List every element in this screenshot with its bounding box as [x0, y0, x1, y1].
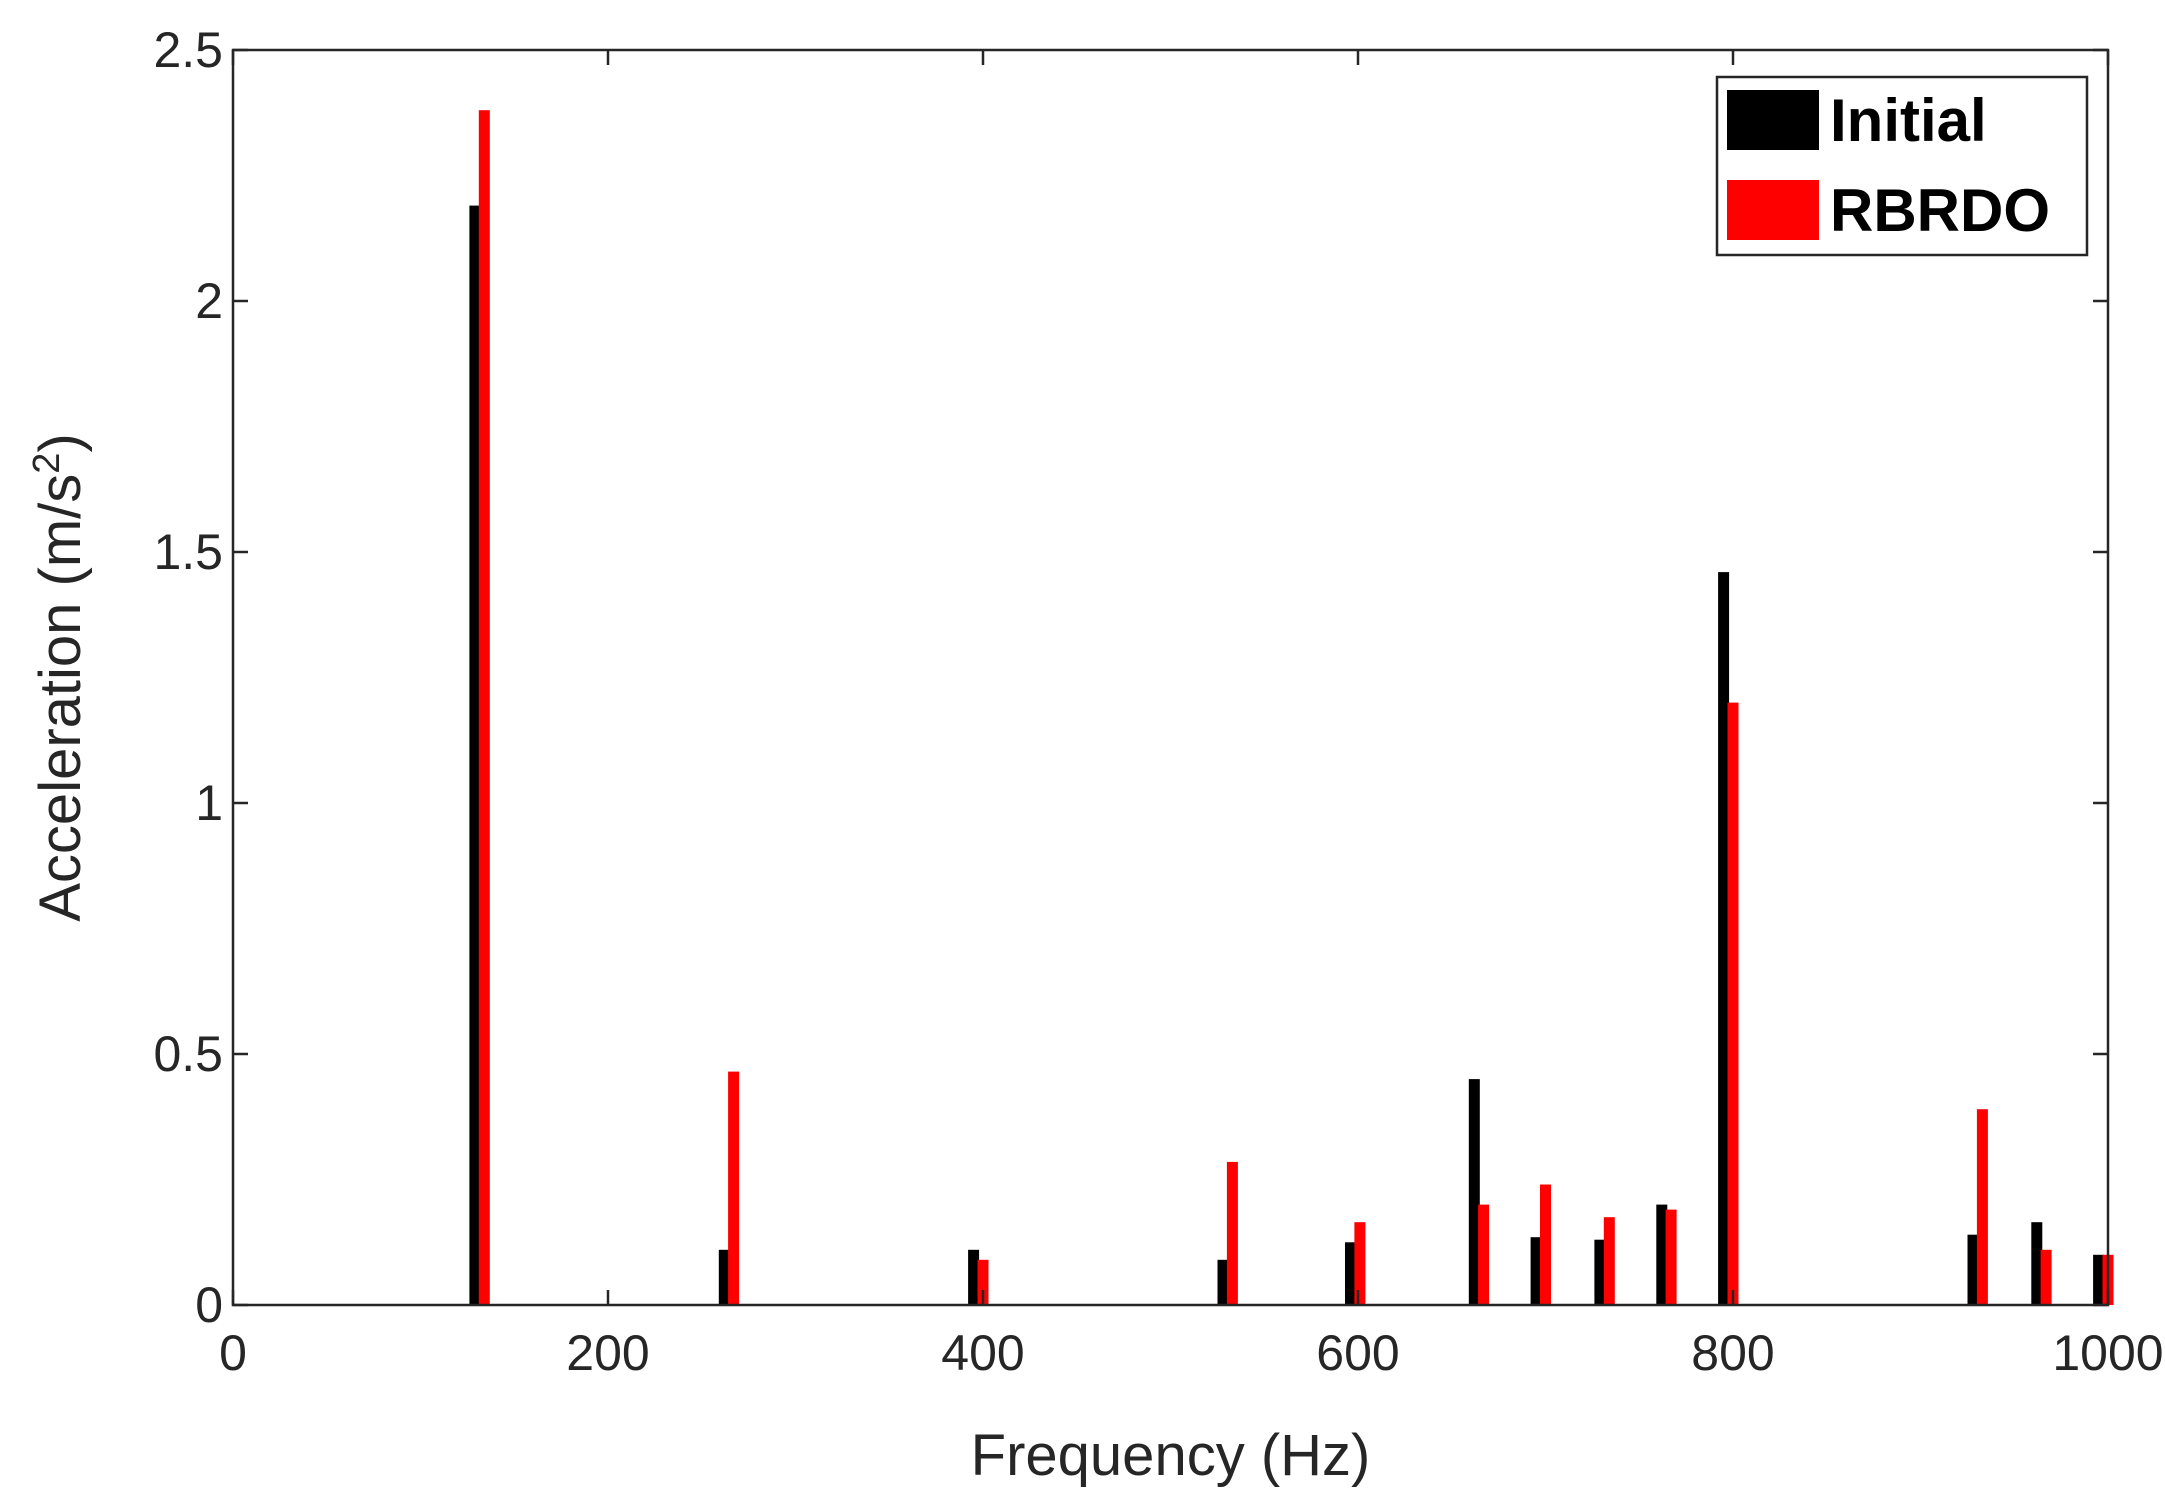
bar-initial-4 — [1345, 1242, 1356, 1306]
y-tick-label-0: 0 — [195, 1277, 223, 1333]
bar-rbrdo-6 — [1540, 1184, 1551, 1305]
y-tick-label-1: 0.5 — [153, 1026, 223, 1082]
legend-label-initial: Initial — [1830, 87, 1987, 154]
bar-rbrdo-10 — [1976, 1109, 1988, 1305]
plot-frame — [231, 48, 2110, 1307]
y-axis-label-close: ) — [28, 433, 93, 452]
tick-labels-layer: 0 200 400 600 800 1000 0 0.5 1 1.5 2 2.5 — [153, 22, 2163, 1381]
bar-initial-5 — [1468, 1079, 1480, 1305]
y-tick-label-4: 2 — [195, 273, 223, 329]
y-tick-label-3: 1.5 — [153, 524, 223, 580]
bar-initial-10 — [1967, 1234, 1979, 1305]
y-axis-label: Acceleration (m/s2) — [26, 433, 93, 922]
bar-initial-1 — [718, 1249, 730, 1305]
bar-initial-8 — [1656, 1204, 1668, 1305]
bar-initial-2 — [968, 1249, 980, 1305]
x-tick-label-1: 200 — [566, 1325, 649, 1381]
y-tick-label-2: 1 — [195, 775, 223, 831]
bar-rbrdo-11 — [2040, 1249, 2052, 1305]
x-tick-label-4: 800 — [1691, 1325, 1774, 1381]
bar-initial-9 — [1718, 572, 1730, 1305]
bar-rbrdo-8 — [1665, 1209, 1677, 1305]
y-axis-label-main: Acceleration (m/s — [28, 474, 93, 922]
bar-rbrdo-5 — [1478, 1204, 1490, 1305]
bar-rbrdo-3 — [1226, 1161, 1238, 1305]
legend: Initial RBRDO — [1715, 75, 2089, 257]
x-axis-label: Frequency (Hz) — [971, 1423, 1371, 1488]
bars-layer — [469, 110, 2114, 1306]
legend-swatch-initial — [1727, 90, 1819, 150]
bar-rbrdo-9 — [1727, 702, 1739, 1305]
x-tick-label-3: 600 — [1316, 1325, 1399, 1381]
x-tick-label-5: 1000 — [2052, 1325, 2163, 1381]
bar-initial-7 — [1594, 1239, 1606, 1305]
bar-initial-6 — [1530, 1237, 1542, 1305]
legend-swatch-rbrdo — [1727, 180, 1819, 240]
bar-rbrdo-2 — [977, 1259, 989, 1305]
y-axis-label-superscript: 2 — [26, 453, 68, 474]
bar-rbrdo-0 — [478, 110, 490, 1306]
x-tick-label-0: 0 — [219, 1325, 247, 1381]
bar-initial-3 — [1217, 1259, 1229, 1305]
bar-initial-12 — [2093, 1254, 2105, 1305]
bar-rbrdo-7 — [1603, 1217, 1615, 1305]
bar-rbrdo-1 — [728, 1071, 740, 1305]
bar-rbrdo-4 — [1354, 1222, 1366, 1305]
legend-label-rbrdo: RBRDO — [1830, 177, 2050, 244]
bar-initial-0 — [469, 205, 481, 1306]
x-tick-label-2: 400 — [941, 1325, 1024, 1381]
y-tick-label-5: 2.5 — [153, 22, 223, 78]
bar-initial-11 — [2031, 1222, 2043, 1305]
